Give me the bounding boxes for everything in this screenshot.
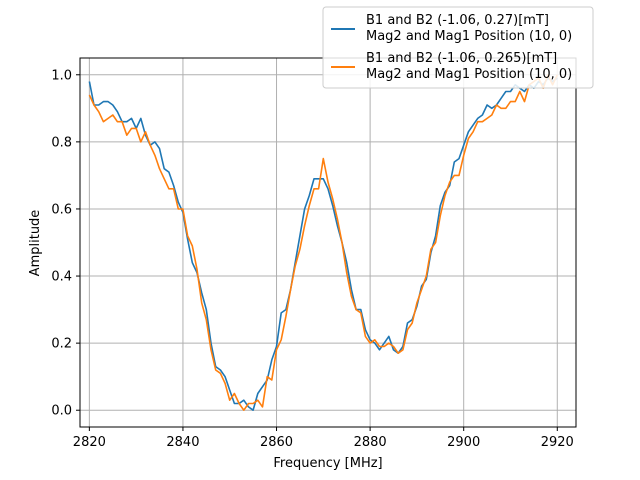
x-tick-label: 2880 [354, 435, 387, 450]
y-tick-label: 0.8 [51, 135, 72, 150]
x-tick-label: 2920 [541, 435, 574, 450]
legend-label-series-2-line-2: Mag2 and Mag1 Position (10, 0) [366, 67, 572, 82]
y-tick-label: 1.0 [51, 68, 72, 83]
x-axis-label: Frequency [MHz] [273, 456, 382, 471]
x-tick-label: 2900 [447, 435, 480, 450]
legend-label-series-2-line-1: B1 and B2 (-1.06, 0.265)[mT] [366, 51, 557, 66]
legend-box [322, 6, 594, 89]
legend-label-series-2: B1 and B2 (-1.06, 0.265)[mT] Mag2 and Ma… [366, 51, 572, 82]
y-tick-label: 0.4 [51, 270, 72, 285]
x-tick-label: 2860 [260, 435, 293, 450]
x-axis-ticks: 2820 2840 2860 2880 2900 2920 [73, 427, 574, 450]
x-tick-label: 2820 [73, 435, 106, 450]
x-tick-label: 2840 [166, 435, 199, 450]
legend: B1 and B2 (-1.06, 0.27)[mT] Mag2 and Mag… [322, 6, 594, 89]
legend-label-series-1-line-2: Mag2 and Mag1 Position (10, 0) [366, 29, 572, 44]
y-axis-ticks: 0.0 0.2 0.4 0.6 0.8 1.0 [51, 68, 80, 419]
y-tick-label: 0.0 [51, 404, 72, 419]
y-tick-label: 0.6 [51, 202, 72, 217]
series-line-1 [88, 77, 558, 412]
legend-label-series-1: B1 and B2 (-1.06, 0.27)[mT] Mag2 and Mag… [366, 13, 572, 44]
plot-lines [88, 74, 559, 412]
grid [80, 58, 576, 427]
y-axis-label: Amplitude [28, 210, 43, 277]
y-tick-label: 0.2 [51, 337, 72, 352]
legend-label-series-1-line-1: B1 and B2 (-1.06, 0.27)[mT] [366, 13, 549, 28]
series-line-2 [88, 74, 559, 412]
